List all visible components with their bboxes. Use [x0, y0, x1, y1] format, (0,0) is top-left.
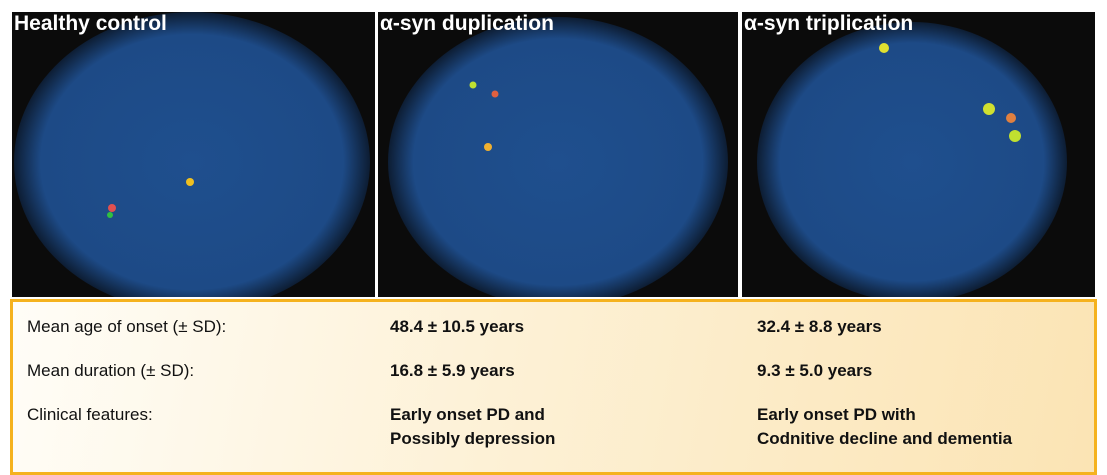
- table-value: Codnitive decline and dementia: [757, 427, 1012, 451]
- image: [742, 12, 1095, 297]
- panel-title: α-syn triplication: [744, 12, 913, 36]
- table-label: Mean age of onset (± SD):: [27, 315, 226, 339]
- page: Healthy control α-syn duplication α-syn …: [0, 0, 1107, 460]
- table-value: Early onset PD with: [757, 403, 916, 427]
- micrograph: α-syn duplication: [378, 12, 738, 297]
- image: [378, 12, 738, 297]
- table-value: 32.4 ± 8.8 years: [757, 315, 882, 339]
- table-label: Mean duration (± SD):: [27, 359, 194, 383]
- image: [12, 12, 375, 297]
- panel-title: α-syn duplication: [380, 12, 554, 36]
- table-value: 16.8 ± 5.9 years: [390, 359, 515, 383]
- table-value: 48.4 ± 10.5 years: [390, 315, 524, 339]
- table-value: Early onset PD and: [390, 403, 545, 427]
- micrograph: α-syn triplication: [742, 12, 1095, 297]
- panel-title: Healthy control: [14, 12, 167, 36]
- table-label: Clinical features:: [27, 403, 153, 427]
- table-value: 9.3 ± 5.0 years: [757, 359, 872, 383]
- table-value: Possibly depression: [390, 427, 555, 451]
- micrograph: Healthy control: [12, 12, 375, 297]
